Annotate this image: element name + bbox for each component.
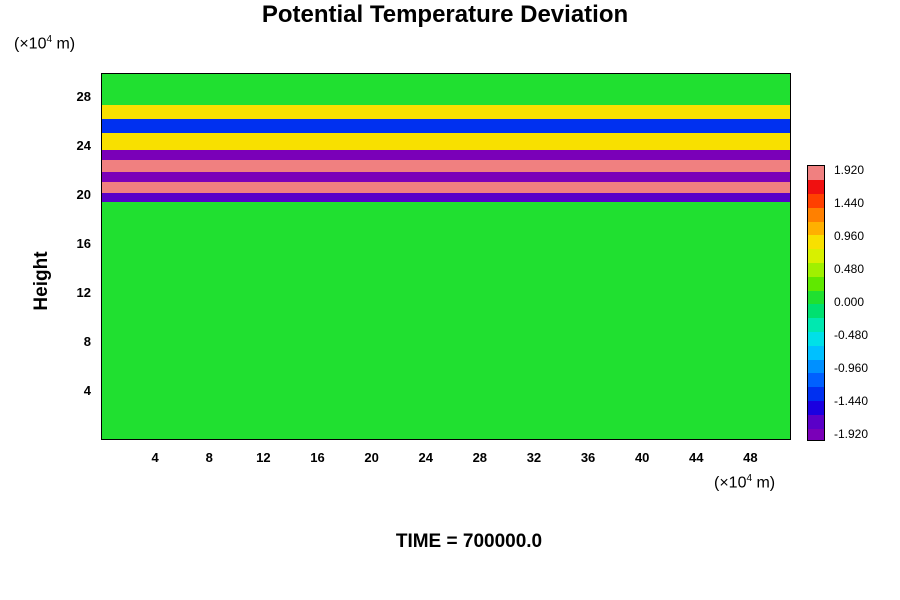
colorbar-segment [808,248,824,264]
heatmap-band [102,306,790,439]
x-tick-label: 24 [418,450,433,465]
y-tick-label: 16 [76,236,91,252]
y-tick-label: 4 [83,383,91,399]
x-tick-label: 12 [256,450,271,465]
heatmap-band [102,202,790,287]
x-tick-label: 16 [310,450,325,465]
colorbar-segment [808,345,824,360]
heatmap-band [102,149,790,160]
colorbar-tick-label: 1.440 [834,196,865,210]
heatmap-band [102,74,790,105]
x-tick-label: 36 [580,450,596,465]
x-tick-label: 8 [205,450,213,465]
x-axis-unit: (×104 m) [714,473,776,492]
x-tick-label: 20 [364,450,379,465]
heatmap-band [102,192,790,203]
colorbar-tick-label: -0.480 [834,328,869,342]
colorbar-segment [808,262,824,277]
colorbar-tick-label: 1.920 [834,163,865,177]
x-tick-label: 40 [634,450,650,465]
colorbar-segment [808,221,824,236]
x-tick-label: 44 [689,450,704,465]
y-tick-label: 8 [83,334,91,350]
colorbar-segment [808,235,824,250]
colorbar-segment [808,373,824,388]
x-tick-label: 4 [151,450,159,465]
colorbar-segment [808,414,824,429]
heatmap-band [102,159,790,172]
y-tick-label: 20 [76,187,91,203]
colorbar-tick-label: 0.000 [834,295,865,309]
colorbar-tick-label: 0.960 [834,229,865,243]
colorbar-segment [808,428,824,440]
colorbar-segment [808,290,824,305]
colorbar-tick-label: 0.480 [834,262,865,276]
colorbar [807,165,825,441]
colorbar-segment [808,386,824,402]
heatmap-band [102,286,790,307]
colorbar-segment [808,276,824,291]
colorbar-segment [808,400,824,415]
colorbar-segment [808,193,824,208]
y-tick-label: 12 [76,285,91,301]
colorbar-segment [808,166,824,181]
colorbar-segment [808,304,824,319]
heatmap-band [102,132,790,150]
x-tick-label: 32 [526,450,542,465]
colorbar-tick-label: -1.920 [834,427,869,441]
heatmap-band [102,104,790,120]
colorbar-segment [808,207,824,222]
y-axis-label: Height [31,251,52,311]
heatmap-band [102,181,790,193]
y-tick-label: 28 [76,89,91,105]
time-label: TIME = 700000.0 [395,531,543,552]
chart-title: Potential Temperature Deviation [261,1,629,28]
colorbar-segment [808,317,824,333]
heatmap-plot-area [101,73,791,440]
colorbar-segment [808,359,824,374]
x-tick-label: 28 [472,450,488,465]
colorbar-tick-label: -0.960 [834,361,869,375]
colorbar-tick-label: -1.440 [834,394,869,408]
heatmap-band [102,119,790,133]
colorbar-segment [808,179,824,195]
y-tick-label: 24 [76,138,91,154]
colorbar-segment [808,331,824,346]
heatmap-band [102,171,790,182]
x-tick-label: 48 [743,450,758,465]
y-axis-unit: (×104 m) [14,34,76,53]
